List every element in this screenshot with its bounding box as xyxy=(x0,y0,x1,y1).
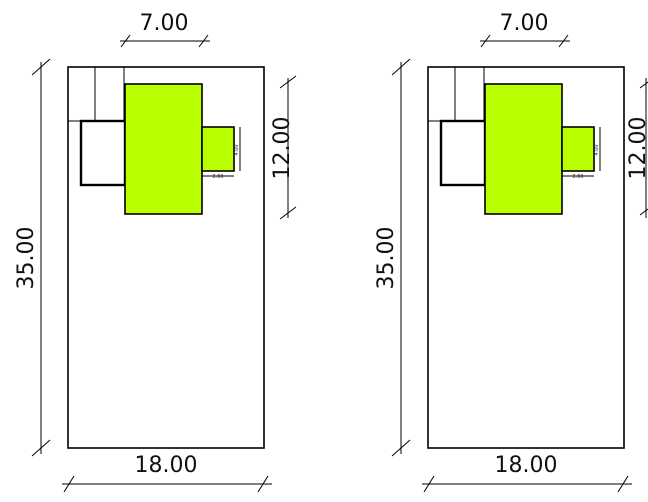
annex-width-label: 3.00 xyxy=(572,174,583,180)
tick xyxy=(279,206,297,220)
tick xyxy=(558,34,569,48)
tick xyxy=(639,208,648,216)
tick xyxy=(423,475,435,493)
top-dimension-label: 7.00 xyxy=(140,11,189,36)
tick xyxy=(279,75,297,89)
bottom-dimension-label: 18.00 xyxy=(495,453,558,478)
tick xyxy=(63,475,75,493)
site-boundary xyxy=(427,66,625,449)
annex-footprint xyxy=(201,126,235,172)
site-boundary xyxy=(67,66,265,449)
tick xyxy=(31,439,51,457)
right-dimension-label: 12.00 xyxy=(270,117,295,180)
annex-footprint xyxy=(561,126,595,172)
tick xyxy=(391,439,411,457)
right-dimension-label: 12.00 xyxy=(626,117,648,180)
tick xyxy=(617,475,629,493)
existing-building xyxy=(439,119,487,187)
tick xyxy=(31,58,51,76)
site-plan-2: 4.00 3.00 7.00 35.00 12.00 18.00 xyxy=(374,11,648,493)
bottom-dimension-label: 18.00 xyxy=(135,453,198,478)
main-building-footprint xyxy=(124,83,203,215)
tick xyxy=(480,34,491,48)
annex-height-label: 4.00 xyxy=(234,144,240,155)
annex-height-label: 4.00 xyxy=(594,144,600,155)
tick xyxy=(120,34,131,48)
site-plan-1: 4.00 3.00 7.00 35.00 12.00 18.00 xyxy=(14,11,297,493)
tick xyxy=(257,475,269,493)
top-dimension-label: 7.00 xyxy=(500,11,549,36)
tick xyxy=(391,58,411,76)
left-dimension-label: 35.00 xyxy=(374,227,399,290)
tick xyxy=(639,81,648,89)
annex-width-label: 3.00 xyxy=(212,174,223,180)
existing-building xyxy=(79,119,127,187)
tick xyxy=(198,34,209,48)
left-dimension-label: 35.00 xyxy=(14,227,39,290)
main-building-footprint xyxy=(484,83,563,215)
